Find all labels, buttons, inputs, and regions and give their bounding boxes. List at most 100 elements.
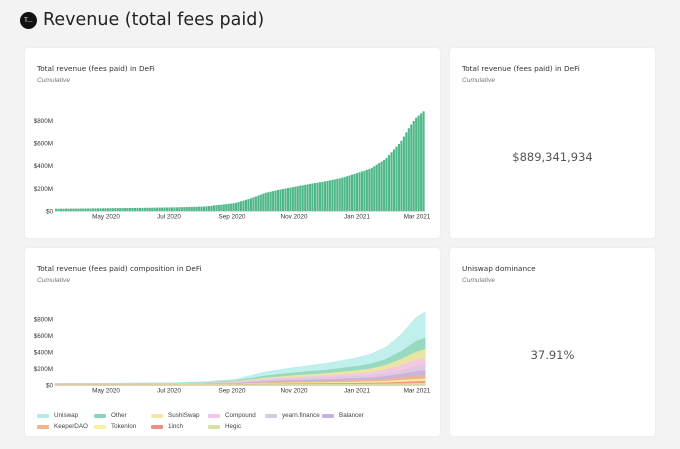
revenue-bar (412, 121, 415, 211)
legend-item[interactable]: 1inch (151, 423, 208, 430)
revenue-bar (99, 208, 102, 211)
revenue-bar (215, 205, 218, 211)
revenue-bar (210, 205, 213, 211)
revenue-bar (279, 189, 282, 211)
revenue-bar (274, 190, 277, 211)
total-revenue-value: $889,341,934 (512, 150, 593, 164)
revenue-bar (84, 208, 87, 211)
legend-item[interactable]: yearn.finance (265, 412, 322, 419)
revenue-bar (417, 115, 420, 211)
revenue-bar (183, 207, 186, 211)
legend-item[interactable]: SushiSwap (151, 412, 208, 419)
revenue-bar (402, 136, 405, 211)
revenue-bar (355, 173, 359, 211)
revenue-bar (178, 207, 181, 211)
revenue-bar (143, 207, 146, 211)
legend-label: yearn.finance (282, 412, 320, 419)
revenue-bar (328, 180, 331, 211)
legend-label: Hegic (225, 423, 242, 430)
revenue-bar (257, 195, 260, 211)
card-title: Total revenue (fees paid) in DeFi (462, 64, 580, 73)
uniswap-dominance-card: Uniswap dominance Cumulative 37.91% (450, 248, 655, 436)
revenue-bar (360, 171, 363, 211)
revenue-bar (82, 208, 85, 211)
y-tick-label: $0 (46, 383, 54, 390)
revenue-bar (343, 176, 346, 211)
revenue-bar (259, 194, 262, 211)
legend-item[interactable]: Uniswap (37, 412, 94, 419)
revenue-bar (146, 207, 149, 211)
legend-swatch (37, 424, 49, 429)
page-title: Revenue (total fees paid) (43, 10, 265, 30)
revenue-bar (400, 140, 403, 211)
legend-label: Uniswap (54, 412, 79, 419)
revenue-bar (175, 207, 178, 211)
legend-swatch (265, 413, 277, 418)
revenue-bar (180, 207, 183, 211)
legend-swatch (151, 413, 163, 418)
revenue-bar (92, 208, 95, 211)
y-tick-label: $200M (34, 366, 53, 373)
legend-label: KeeperDAO (54, 423, 88, 430)
legend-label: SushiSwap (168, 412, 200, 419)
composition-area-chart[interactable]: $0 $200M $400M $600M $800M May 2020 Jul 2020 Se… (25, 248, 440, 408)
x-tick-label: Nov 2020 (281, 214, 308, 221)
revenue-bar (353, 173, 356, 211)
revenue-bar (346, 176, 349, 211)
legend-item[interactable]: Tokenlon (94, 423, 151, 430)
legend-label: Other (111, 412, 127, 419)
revenue-bar (415, 117, 418, 211)
revenue-bar (173, 207, 176, 211)
y-tick-label: $600M (34, 141, 53, 148)
revenue-bar (225, 204, 228, 211)
card-title: Uniswap dominance (462, 264, 536, 273)
app-logo[interactable]: T... (20, 11, 37, 29)
revenue-bar (294, 186, 297, 211)
legend-item[interactable]: KeeperDAO (37, 423, 94, 430)
legend-swatch (37, 413, 49, 418)
legend-label: 1inch (168, 423, 184, 430)
revenue-bar (333, 179, 336, 211)
revenue-bar (373, 166, 376, 211)
revenue-bar (392, 149, 396, 211)
revenue-bar (109, 208, 112, 211)
revenue-bar-chart[interactable]: $0 $200M $400M $600M $800M May 2020 Jul 2020 Se… (25, 48, 440, 238)
revenue-bar (200, 206, 203, 211)
revenue-bar (311, 183, 314, 211)
revenue-bar (67, 208, 70, 211)
revenue-bar (170, 207, 174, 211)
revenue-bar (363, 170, 366, 211)
revenue-bar (141, 207, 144, 211)
revenue-bar (242, 200, 245, 211)
legend-item[interactable]: Other (94, 412, 151, 419)
revenue-bar (390, 152, 393, 211)
revenue-bar (286, 188, 289, 211)
y-tick-label: $200M (34, 186, 53, 193)
revenue-bar (198, 206, 201, 211)
revenue-bar (87, 208, 90, 211)
legend-label: Compound (225, 412, 256, 419)
revenue-bar (151, 207, 154, 211)
revenue-bar (358, 172, 361, 211)
legend-item[interactable]: Balancer (322, 412, 379, 419)
legend-swatch (151, 424, 163, 429)
revenue-bar (59, 208, 63, 211)
revenue-bar (272, 191, 275, 211)
card-subtitle: Cumulative (37, 77, 70, 84)
revenue-bar (405, 132, 408, 211)
revenue-bar (96, 208, 100, 211)
revenue-bar (235, 202, 238, 211)
revenue-bar (166, 207, 169, 211)
revenue-bar (370, 167, 373, 211)
revenue-bar (205, 206, 208, 211)
x-tick-label: Jan 2021 (344, 388, 370, 395)
revenue-bar (114, 208, 117, 211)
revenue-bar (129, 208, 132, 211)
revenue-bar (299, 185, 302, 211)
revenue-bar (222, 204, 225, 211)
revenue-bar (89, 208, 92, 211)
revenue-bar (244, 199, 248, 211)
legend-row: Uniswap Other SushiSwap Compound yearn.finan… (37, 410, 387, 421)
legend-item[interactable]: Compound (208, 412, 265, 419)
legend-item[interactable]: Hegic (208, 423, 265, 430)
